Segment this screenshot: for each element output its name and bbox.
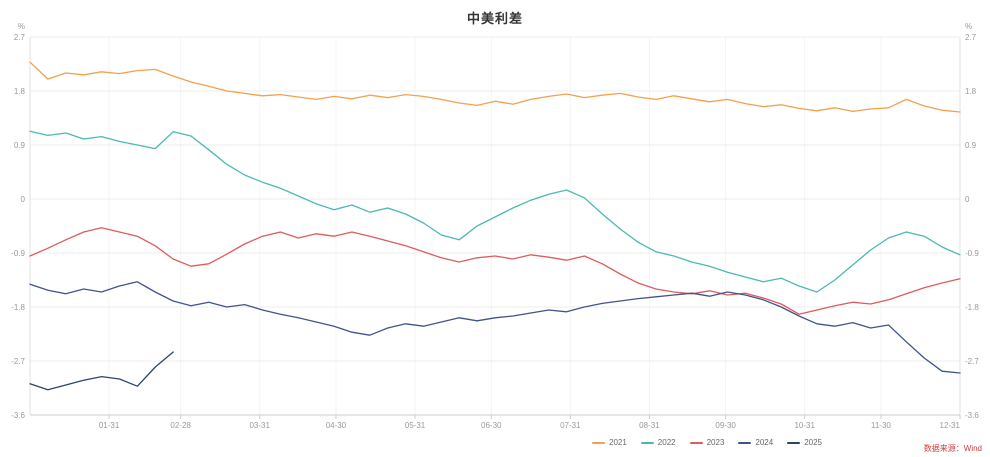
y-tick-label-left: 0.9 (14, 141, 26, 150)
x-tick-label: 08-31 (639, 421, 660, 430)
legend-label: 2021 (609, 438, 627, 447)
series-line-2022 (29, 130, 961, 293)
legend-label: 2025 (804, 438, 822, 447)
x-tick-label: 09-30 (715, 421, 736, 430)
y-tick-label-right: -2.7 (965, 357, 979, 366)
y-axis-unit-right: % (965, 22, 972, 31)
legend-line-icon (640, 442, 654, 444)
y-tick-label-left: -3.6 (11, 411, 25, 420)
y-tick-label-left: 1.8 (14, 87, 26, 96)
legend-line-icon (592, 442, 605, 444)
legend-item-2022[interactable]: 2022 (640, 438, 676, 447)
y-tick-label-right: 0 (965, 195, 970, 204)
legend: 2021 2022 2023 2024 2025 (212, 439, 990, 447)
legend-item-2023[interactable]: 2023 (689, 438, 725, 447)
series-line-2025 (29, 351, 174, 391)
y-tick-label-left: -0.9 (11, 249, 25, 258)
legend-line-icon (787, 442, 801, 444)
series-line-2021 (29, 61, 961, 113)
x-tick-label: 02-28 (170, 421, 191, 430)
legend-label: 2023 (706, 438, 725, 447)
y-tick-label-right: -3.6 (965, 411, 979, 420)
y-tick-label-left: -2.7 (11, 357, 25, 366)
x-tick-label: 03-31 (249, 421, 270, 430)
chart-title: 中美利差 (466, 11, 523, 26)
x-tick-label: 11-30 (871, 421, 891, 430)
y-tick-label-left: -1.8 (11, 303, 25, 312)
legend-item-2021[interactable]: 2021 (592, 439, 627, 447)
legend-label: 2024 (755, 438, 774, 447)
y-tick-label-left: 2.7 (14, 33, 26, 42)
y-axis-unit-left: % (18, 22, 25, 31)
series-line-2024 (29, 281, 961, 374)
y-tick-label-right: 2.7 (965, 33, 977, 42)
legend-item-2025[interactable]: 2025 (787, 439, 822, 447)
data-source-label: 数据来源：Wind (923, 444, 982, 453)
y-tick-label-left: 0 (21, 195, 26, 204)
x-tick-label: 12-31 (940, 421, 961, 430)
legend-line-icon (738, 442, 752, 444)
x-tick-label: 10-31 (794, 421, 815, 430)
x-tick-label: 07-31 (560, 421, 581, 430)
legend-label: 2022 (657, 438, 676, 447)
x-tick-label: 06-30 (481, 421, 502, 430)
x-tick-label: 04-30 (326, 421, 347, 430)
x-tick-label: 01-31 (99, 421, 120, 430)
legend-item-2024[interactable]: 2024 (738, 439, 773, 447)
y-tick-label-right: -1.8 (965, 303, 979, 312)
x-tick-label: 05-31 (405, 421, 426, 430)
series-line-2023 (29, 227, 961, 315)
y-tick-label-right: 1.8 (965, 87, 977, 96)
y-tick-label-right: -0.9 (965, 249, 979, 258)
y-tick-label-right: 0.9 (965, 141, 977, 150)
legend-line-icon (689, 442, 703, 444)
